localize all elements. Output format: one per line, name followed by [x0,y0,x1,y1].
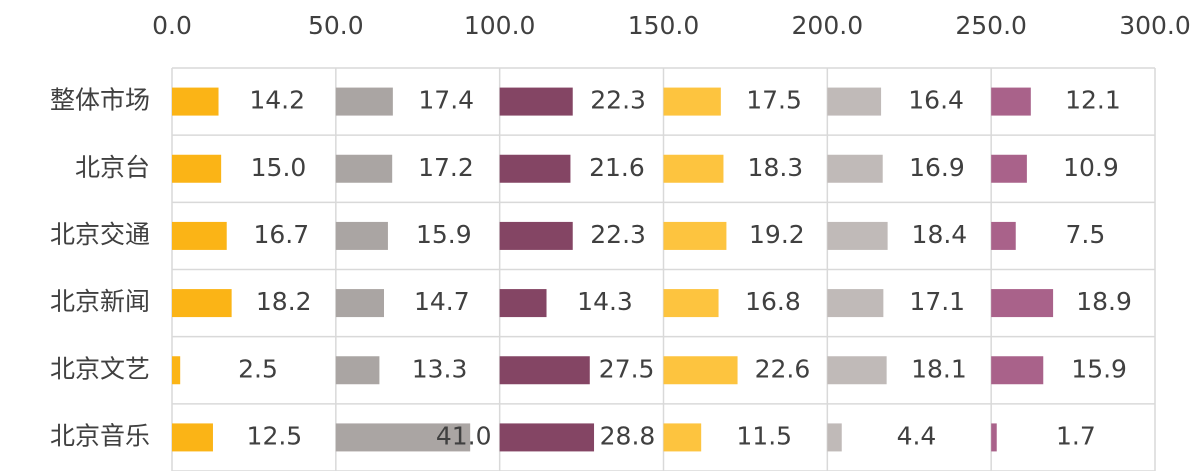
bar [991,423,997,452]
bar [499,289,547,318]
value-label: 16.8 [745,287,801,316]
bar [172,356,181,385]
bar [172,221,227,250]
bar [827,356,887,385]
value-label: 14.3 [577,287,633,316]
bar [335,154,393,183]
value-label: 22.6 [755,354,811,383]
bar [663,356,738,385]
bar [663,221,727,250]
bar [991,289,1054,318]
x-tick-label: 250.0 [955,11,1027,40]
bar [172,154,222,183]
value-label: 18.2 [256,287,312,316]
value-label: 11.5 [736,421,792,450]
value-label: 18.4 [912,220,968,249]
value-label: 14.7 [414,287,470,316]
value-label: 15.9 [416,220,472,249]
bar [663,289,719,318]
x-tick-label: 300.0 [1119,11,1191,40]
y-tick-label: 北京文艺 [50,354,150,383]
value-label: 17.2 [418,153,474,182]
y-tick-label: 北京交通 [50,220,150,249]
bar [827,289,884,318]
value-label: 18.9 [1076,287,1132,316]
bar [499,87,573,116]
x-tick-label: 100.0 [464,11,536,40]
y-tick-label: 整体市场 [50,86,150,115]
value-label: 16.9 [909,153,965,182]
bar [499,356,590,385]
bar [991,154,1027,183]
value-label: 41.0 [436,421,492,450]
value-label: 13.3 [412,354,468,383]
value-label: 22.3 [590,86,646,115]
y-tick-label: 北京台 [75,153,150,182]
bar [172,87,219,116]
bar [663,154,724,183]
bar [663,423,702,452]
bar [991,221,1016,250]
bar [991,87,1031,116]
value-label: 1.7 [1056,421,1096,450]
bar [499,423,595,452]
value-label: 21.6 [589,153,645,182]
y-tick-label: 北京新闻 [50,287,150,316]
value-label: 17.5 [746,86,802,115]
bar [335,356,380,385]
value-label: 15.0 [251,153,307,182]
value-label: 19.2 [749,220,805,249]
value-label: 7.5 [1065,220,1105,249]
bar [827,154,883,183]
value-label: 28.8 [600,421,656,450]
value-label: 14.2 [249,86,305,115]
x-tick-label: 200.0 [792,11,864,40]
bar [335,87,393,116]
bar [499,221,573,250]
bar [172,289,232,318]
value-label: 18.1 [911,354,967,383]
value-label: 15.9 [1071,354,1127,383]
x-tick-label: 50.0 [308,11,364,40]
value-label: 18.3 [748,153,804,182]
bar [335,289,385,318]
value-label: 12.1 [1065,86,1121,115]
bar [335,221,388,250]
value-label: 16.7 [253,220,309,249]
value-label: 2.5 [238,354,278,383]
y-tick-label: 北京音乐 [50,421,150,450]
value-label: 10.9 [1063,153,1119,182]
bar [172,423,213,452]
value-label: 12.5 [247,421,303,450]
value-label: 27.5 [599,354,655,383]
value-label: 4.4 [897,421,937,450]
bar [827,87,882,116]
x-tick-label: 0.0 [152,11,192,40]
value-label: 16.4 [908,86,964,115]
value-label: 22.3 [590,220,646,249]
bar [827,221,888,250]
value-label: 17.1 [909,287,965,316]
bar [991,356,1044,385]
value-label: 17.4 [418,86,474,115]
x-tick-label: 150.0 [628,11,700,40]
bar [663,87,721,116]
bar [335,423,471,452]
bar [827,423,842,452]
bar [499,154,571,183]
